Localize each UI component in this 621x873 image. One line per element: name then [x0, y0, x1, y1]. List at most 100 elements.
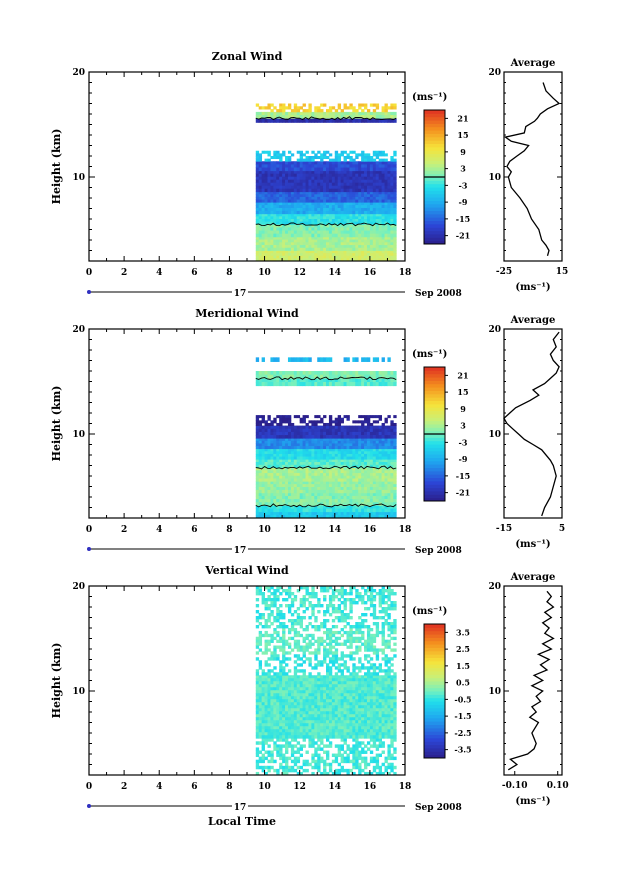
y-tick-label: 10	[72, 430, 85, 440]
data-cell	[276, 693, 280, 697]
data-cell	[328, 696, 333, 700]
data-cell	[317, 258, 321, 262]
data-cell	[290, 185, 295, 190]
data-cell	[258, 478, 263, 482]
data-cell	[273, 179, 277, 184]
data-cell	[308, 435, 312, 439]
data-cell	[340, 462, 344, 466]
data-cell	[343, 374, 347, 379]
data-cell	[308, 219, 312, 223]
data-cell	[346, 470, 350, 474]
data-cell	[390, 502, 394, 506]
data-cell	[314, 428, 318, 433]
data-cell	[296, 196, 301, 200]
x-tick-label: 0	[86, 525, 92, 535]
data-cell	[331, 484, 336, 488]
data-cell	[279, 242, 283, 246]
data-cell	[317, 475, 321, 479]
data-cell	[258, 440, 263, 444]
data-cell	[267, 106, 271, 110]
data-cell	[299, 176, 303, 181]
data-cell	[264, 495, 268, 500]
data-cell	[326, 221, 330, 225]
data-cell	[302, 744, 306, 748]
data-cell	[337, 475, 342, 479]
data-cell	[328, 428, 333, 433]
data-cell	[296, 242, 301, 246]
data-cell	[369, 242, 374, 246]
data-cell	[387, 106, 391, 110]
data-cell	[290, 738, 295, 742]
data-cell	[314, 435, 318, 439]
data-cell	[258, 115, 263, 119]
data-cell	[270, 207, 274, 212]
data-cell	[331, 221, 336, 225]
data-cell	[337, 258, 342, 262]
data-cell	[361, 170, 365, 175]
data-cell	[343, 487, 347, 491]
data-cell	[311, 431, 315, 436]
data-cell	[384, 233, 388, 238]
data-cell	[264, 690, 268, 694]
data-cell	[334, 435, 339, 439]
data-cell	[328, 164, 333, 168]
data-cell	[261, 462, 265, 466]
data-cell	[285, 239, 289, 243]
data-cell	[293, 502, 298, 506]
data-cell	[334, 422, 339, 426]
data-cell	[393, 456, 397, 460]
data-cell	[384, 451, 388, 455]
data-cell	[323, 514, 327, 519]
data-cell	[264, 118, 268, 123]
data-cell	[349, 150, 353, 154]
data-cell	[390, 115, 394, 119]
data-cell	[264, 224, 268, 228]
data-cell	[258, 446, 263, 450]
data-cell	[364, 415, 368, 419]
data-cell	[264, 371, 268, 376]
data-cell	[282, 462, 286, 466]
data-cell	[361, 451, 365, 455]
data-cell	[320, 109, 324, 113]
data-cell	[364, 118, 368, 123]
data-cell	[287, 495, 292, 500]
data-cell	[366, 431, 371, 436]
data-cell	[358, 103, 362, 107]
data-cell	[352, 443, 356, 447]
data-cell	[346, 467, 350, 471]
data-cell	[390, 753, 394, 758]
data-cell	[296, 446, 301, 450]
data-cell	[326, 435, 330, 439]
data-cell	[334, 467, 339, 471]
data-cell	[308, 250, 312, 254]
data-cell	[261, 221, 265, 225]
colorbar-tick-label: -21	[456, 231, 470, 241]
data-cell	[355, 210, 359, 215]
data-cell	[270, 170, 274, 175]
data-cell	[358, 258, 362, 262]
data-cell	[293, 448, 298, 452]
data-cell	[287, 176, 292, 181]
data-cell	[375, 687, 380, 691]
data-cell	[320, 438, 324, 442]
data-cell	[361, 508, 365, 513]
data-cell	[381, 153, 385, 157]
data-cell	[293, 221, 298, 225]
data-cell	[326, 684, 330, 688]
data-cell	[369, 696, 374, 700]
data-cell	[317, 484, 321, 488]
data-cell	[267, 247, 271, 251]
data-cell	[299, 443, 303, 447]
data-cell	[372, 196, 377, 200]
data-cell	[320, 756, 324, 761]
data-cell	[290, 118, 295, 123]
data-cell	[393, 227, 397, 231]
data-cell	[276, 253, 280, 257]
data-cell	[296, 502, 301, 506]
data-cell	[366, 440, 371, 444]
data-cell	[261, 185, 265, 190]
data-cell	[355, 462, 359, 466]
data-cell	[349, 210, 353, 215]
data-cell	[290, 508, 295, 513]
data-cell	[384, 459, 388, 463]
